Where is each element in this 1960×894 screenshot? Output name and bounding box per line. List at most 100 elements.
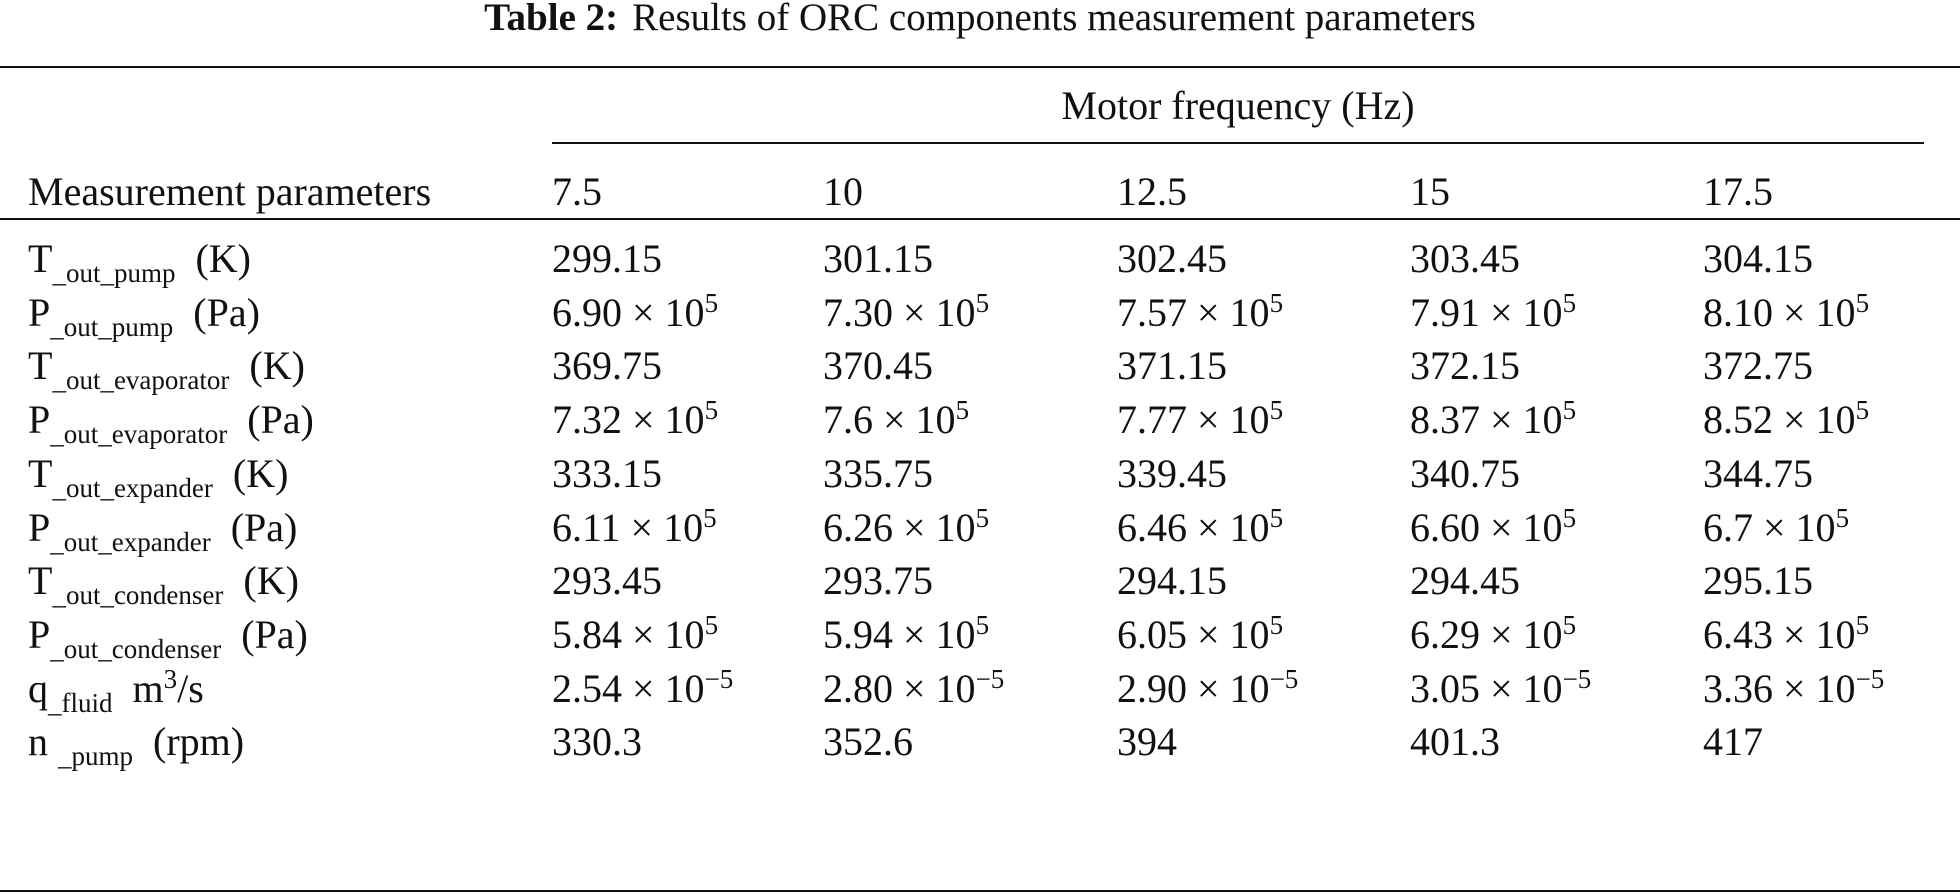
cell-mantissa: 7.91 × 10	[1410, 290, 1563, 335]
table-header-rule	[0, 218, 1960, 220]
cell-exponent: 5	[1269, 395, 1284, 425]
parameter-unit-exponent: 3	[163, 664, 178, 694]
table-cell: 8.10 × 105	[1703, 289, 1869, 337]
table-cell: 340.75	[1410, 450, 1520, 498]
table-cell: 2.54 × 10−5	[552, 665, 733, 713]
parameter-unit: (K)	[249, 343, 305, 388]
table-cell: 2.80 × 10−5	[823, 665, 1004, 713]
cell-mantissa: 2.80 × 10	[823, 666, 976, 711]
cell-mantissa: 335.75	[823, 451, 933, 496]
column-header-frequency: 12.5	[1117, 169, 1187, 214]
parameter-unit: (rpm)	[153, 719, 245, 764]
cell-mantissa: 6.46 × 10	[1117, 505, 1270, 550]
cell-mantissa: 6.7 × 10	[1703, 505, 1836, 550]
table-cell: 6.7 × 105	[1703, 504, 1849, 552]
cell-mantissa: 3.36 × 10	[1703, 666, 1856, 711]
cell-mantissa: 371.15	[1117, 343, 1227, 388]
cell-mantissa: 369.75	[552, 343, 662, 388]
cell-mantissa: 293.45	[552, 558, 662, 603]
cell-exponent: 5	[704, 395, 719, 425]
cell-exponent: 5	[975, 610, 990, 640]
parameter-subscript: _pump	[58, 741, 134, 771]
parameter-subscript: _out_evaporator	[50, 419, 228, 449]
row-label: T_out_pump (K)	[28, 235, 251, 287]
table-cell: 5.94 × 105	[823, 611, 989, 659]
cell-mantissa: 394	[1117, 719, 1177, 764]
cell-mantissa: 2.54 × 10	[552, 666, 705, 711]
cell-mantissa: 6.26 × 10	[823, 505, 976, 550]
cell-mantissa: 294.15	[1117, 558, 1227, 603]
table-cell: 369.75	[552, 342, 662, 390]
cell-mantissa: 293.75	[823, 558, 933, 603]
table-cell: 339.45	[1117, 450, 1227, 498]
spanning-header-rule	[552, 142, 1924, 144]
table-cell: 6.90 × 105	[552, 289, 718, 337]
parameter-symbol: P	[28, 290, 51, 335]
table-cell: 299.15	[552, 235, 662, 283]
table-cell: 7.6 × 105	[823, 396, 969, 444]
cell-mantissa: 7.32 × 10	[552, 397, 705, 442]
parameter-symbol: P	[28, 397, 51, 442]
cell-mantissa: 5.84 × 10	[552, 612, 705, 657]
row-label: P_out_pump (Pa)	[28, 289, 260, 341]
table-cell: 3.36 × 10−5	[1703, 665, 1884, 713]
cell-mantissa: 6.43 × 10	[1703, 612, 1856, 657]
table-caption: Table 2: Results of ORC components measur…	[0, 0, 1960, 38]
cell-exponent: −5	[1562, 664, 1592, 694]
table-cell: 293.45	[552, 557, 662, 605]
table-cell: 6.46 × 105	[1117, 504, 1283, 552]
parameter-symbol: P	[28, 505, 51, 550]
table-cell: 370.45	[823, 342, 933, 390]
table-cell: 7.32 × 105	[552, 396, 718, 444]
table-cell: 6.60 × 105	[1410, 504, 1576, 552]
cell-exponent: 5	[955, 395, 970, 425]
row-label: P_out_evaporator (Pa)	[28, 396, 314, 448]
parameter-symbol: n	[28, 719, 58, 764]
table-cell: 6.43 × 105	[1703, 611, 1869, 659]
cell-exponent: −5	[975, 664, 1005, 694]
cell-exponent: 5	[703, 503, 717, 533]
table-caption-label: Table 2:	[484, 0, 619, 39]
table-cell: 2.90 × 10−5	[1117, 665, 1298, 713]
cell-mantissa: 7.6 × 10	[823, 397, 956, 442]
table-cell: 417	[1703, 718, 1763, 766]
table-cell: 304.15	[1703, 235, 1813, 283]
parameter-symbol: P	[28, 612, 51, 657]
row-label: q_fluid m3/s	[28, 664, 204, 717]
cell-exponent: 5	[1562, 395, 1577, 425]
cell-mantissa: 8.37 × 10	[1410, 397, 1563, 442]
parameter-subscript: _out_condenser	[52, 580, 224, 610]
parameter-unit: (K)	[243, 558, 299, 603]
table-cell: 295.15	[1703, 557, 1813, 605]
parameter-subscript: _out_condenser	[50, 634, 222, 664]
table-cell: 371.15	[1117, 342, 1227, 390]
parameter-symbol: T	[28, 558, 53, 603]
row-label: P_out_condenser (Pa)	[28, 611, 308, 663]
table-cell: 7.91 × 105	[1410, 289, 1576, 337]
column-header-frequency: 10	[823, 169, 863, 214]
spanning-header-motor-frequency: Motor frequency (Hz)	[1061, 83, 1415, 128]
row-label: T_out_expander (K)	[28, 450, 288, 502]
cell-mantissa: 295.15	[1703, 558, 1813, 603]
cell-mantissa: 303.45	[1410, 236, 1520, 281]
parameter-symbol: T	[28, 451, 53, 496]
parameter-symbol: q	[28, 666, 48, 711]
cell-exponent: 5	[1562, 610, 1577, 640]
table-cell: 333.15	[552, 450, 662, 498]
cell-mantissa: 302.45	[1117, 236, 1227, 281]
table-cell: 3.05 × 10−5	[1410, 665, 1591, 713]
cell-exponent: −5	[1269, 664, 1299, 694]
cell-mantissa: 3.05 × 10	[1410, 666, 1563, 711]
table-cell: 301.15	[823, 235, 933, 283]
table-cell: 294.15	[1117, 557, 1227, 605]
parameter-subscript: _out_expander	[52, 473, 213, 503]
table-cell: 302.45	[1117, 235, 1227, 283]
parameter-unit: (Pa)	[193, 290, 260, 335]
parameter-unit: (Pa)	[241, 612, 308, 657]
cell-mantissa: 5.94 × 10	[823, 612, 976, 657]
table-cell: 372.75	[1703, 342, 1813, 390]
cell-mantissa: 304.15	[1703, 236, 1813, 281]
table-cell: 6.26 × 105	[823, 504, 989, 552]
cell-mantissa: 7.30 × 10	[823, 290, 976, 335]
table-cell: 6.29 × 105	[1410, 611, 1576, 659]
